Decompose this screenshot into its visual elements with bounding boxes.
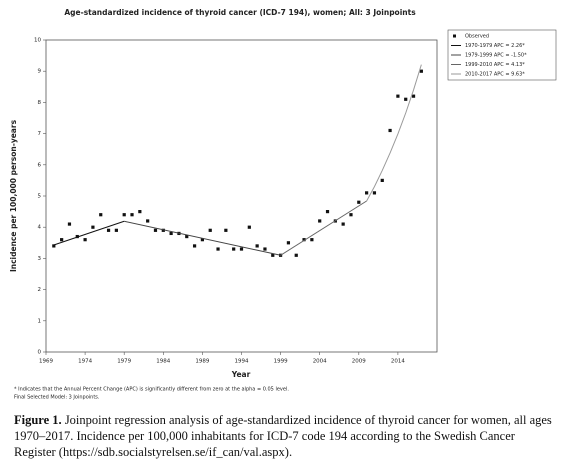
legend-label: 1970-1979 APC = 2.26*: [465, 43, 525, 49]
fit-line: [280, 200, 367, 256]
x-tick-label: 1984: [156, 359, 170, 365]
data-point: [294, 253, 298, 257]
x-tick-label: 1989: [195, 359, 209, 365]
chart-title: Age-standardized incidence of thyroid ca…: [64, 8, 416, 17]
data-point: [419, 69, 423, 73]
data-point: [271, 253, 275, 257]
y-tick-label: 5: [38, 194, 42, 200]
legend-box: [447, 29, 557, 81]
data-point: [153, 228, 158, 232]
data-point: [411, 94, 416, 98]
data-point: [380, 178, 384, 182]
x-tick-label: 1974: [78, 359, 92, 365]
y-axis-label: Incidence per 100,000 person-years: [9, 119, 18, 272]
x-tick-label: 2014: [391, 359, 405, 365]
x-axis-label: Year: [231, 370, 251, 379]
y-tick-label: 2: [38, 287, 42, 293]
x-tick-label: 1979: [117, 359, 131, 365]
data-point: [325, 210, 330, 214]
caption-text: Joinpoint regression analysis of age-sta…: [14, 413, 552, 459]
data-point: [60, 238, 64, 242]
data-point: [216, 247, 220, 251]
legend-swatch: [453, 34, 456, 38]
footnote: * Indicates that the Annual Percent Chan…: [14, 387, 289, 393]
data-point: [130, 213, 134, 217]
data-point: [208, 228, 212, 232]
data-point: [91, 225, 95, 229]
fit-line: [366, 64, 422, 202]
y-tick-label: 7: [38, 131, 42, 137]
y-tick-label: 3: [38, 256, 42, 262]
data-point: [263, 247, 267, 251]
y-tick-label: 6: [38, 162, 42, 168]
data-point: [161, 228, 165, 232]
x-tick-label: 1994: [235, 359, 249, 365]
data-point: [200, 238, 204, 242]
data-point: [232, 247, 236, 251]
x-tick-label: 1969: [39, 359, 53, 365]
chart: Age-standardized incidence of thyroid ca…: [9, 8, 557, 401]
data-point: [404, 97, 408, 101]
data-point: [83, 238, 87, 242]
plot-frame: [45, 39, 438, 353]
x-tick-label: 1999: [274, 359, 288, 365]
legend-label: Observed: [465, 34, 489, 40]
data-point: [99, 213, 103, 217]
data-point: [224, 228, 228, 232]
data-point: [396, 94, 400, 98]
data-point: [365, 191, 369, 195]
data-point: [106, 228, 111, 232]
data-point: [255, 244, 259, 248]
data-point: [357, 200, 361, 204]
data-point: [341, 222, 345, 226]
y-tick-label: 0: [38, 350, 42, 356]
data-point: [318, 219, 322, 223]
data-point: [302, 238, 306, 242]
fit-line: [53, 220, 125, 246]
data-point: [146, 219, 150, 223]
data-point: [372, 191, 377, 195]
y-tick-label: 1: [38, 318, 42, 324]
data-point: [310, 238, 314, 242]
x-tick-label: 2009: [352, 359, 366, 365]
caption-label: Figure 1.: [14, 413, 62, 427]
footnote: Final Selected Model: 3 Joinpoints.: [14, 395, 100, 401]
y-tick-label: 10: [34, 38, 41, 44]
legend-label: 2010-2017 APC = 9.63*: [465, 72, 525, 78]
data-point: [185, 234, 189, 239]
fit-line: [124, 220, 281, 256]
legend-label: 1979-1999 APC = -1.50*: [465, 53, 527, 59]
data-point: [169, 231, 173, 236]
y-tick-label: 8: [38, 100, 42, 106]
data-point: [239, 247, 244, 251]
data-point: [349, 213, 353, 217]
data-point: [67, 222, 72, 226]
data-point: [286, 241, 291, 245]
data-point: [247, 225, 251, 229]
legend-label: 1999-2010 APC = 4.13*: [465, 62, 525, 68]
data-point: [114, 228, 118, 232]
y-tick-label: 4: [38, 225, 42, 231]
data-point: [388, 128, 392, 133]
y-tick-label: 9: [38, 69, 42, 75]
x-tick-label: 2004: [313, 359, 327, 365]
data-point: [192, 244, 197, 248]
figure-caption: Figure 1. Joinpoint regression analysis …: [14, 412, 559, 460]
data-point: [52, 244, 56, 248]
data-point: [122, 213, 126, 217]
data-point: [138, 210, 142, 214]
